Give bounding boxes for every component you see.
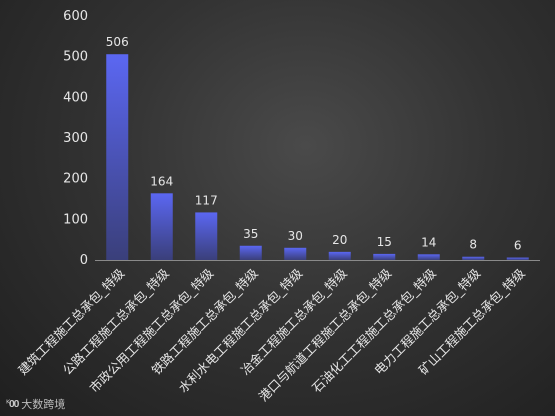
bar: [328, 251, 351, 260]
bar: [195, 212, 218, 260]
bar-value-label: 506: [106, 35, 129, 49]
y-tick-label: 0: [80, 253, 88, 268]
data-labels-group: 506 164 117 35 30 20 15 14 8 6: [106, 35, 522, 252]
bar-value-label: 117: [195, 193, 218, 207]
bar: [106, 54, 129, 260]
bar-value-label: 15: [377, 235, 392, 249]
y-tick-label: 100: [63, 212, 88, 227]
bar-value-label: 35: [243, 227, 258, 241]
bar: [462, 256, 485, 260]
bar-value-label: 14: [421, 235, 436, 249]
watermark-text: 大数跨境: [21, 398, 66, 411]
bar: [284, 247, 307, 260]
bar: [373, 253, 396, 260]
y-tick-label: 400: [63, 90, 88, 105]
x-axis-labels: 建筑工程施工总承包_特级公路工程施工总承包_特级市政公用工程施工总承包_特级铁路…: [15, 265, 528, 404]
bar: [506, 257, 529, 260]
y-tick-label: 500: [63, 50, 88, 65]
bar-value-label: 30: [288, 229, 303, 243]
bar: [150, 193, 173, 260]
bar-value-label: 20: [332, 233, 347, 247]
watermark: ᴷ𝟎𝟎 大数跨境: [6, 396, 65, 412]
y-tick-label: 600: [63, 9, 88, 24]
bar-value-label: 6: [514, 239, 522, 253]
y-tick-label: 300: [63, 131, 88, 146]
bar-value-label: 164: [150, 174, 173, 188]
watermark-logo-icon: ᴷ𝟎𝟎: [6, 398, 19, 410]
bar: [239, 245, 262, 260]
bar: [417, 254, 440, 260]
bars-group: [106, 54, 529, 260]
y-tick-label: 200: [63, 172, 88, 187]
bar-value-label: 8: [469, 238, 477, 252]
y-axis: 0 100 200 300 400 500 600: [63, 9, 88, 268]
